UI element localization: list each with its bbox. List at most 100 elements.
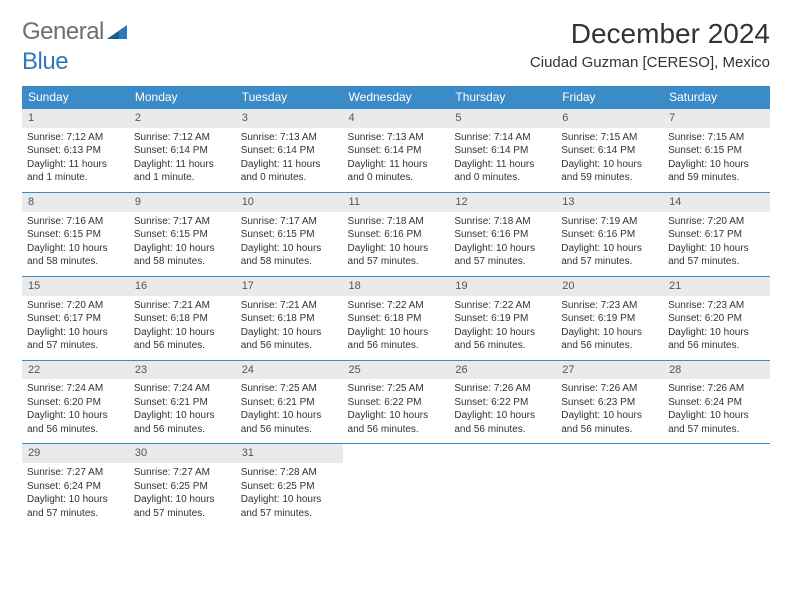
daylight-line: Daylight: 10 hours and 56 minutes. — [454, 409, 551, 436]
day-number-cell — [556, 444, 663, 463]
sunrise-line: Sunrise: 7:19 AM — [561, 215, 658, 229]
day-data-cell: Sunrise: 7:17 AMSunset: 6:15 PMDaylight:… — [236, 212, 343, 277]
day-data-cell: Sunrise: 7:22 AMSunset: 6:19 PMDaylight:… — [449, 296, 556, 361]
sunset-line: Sunset: 6:23 PM — [561, 396, 658, 410]
day-data-cell: Sunrise: 7:13 AMSunset: 6:14 PMDaylight:… — [343, 128, 450, 193]
day-data-cell: Sunrise: 7:21 AMSunset: 6:18 PMDaylight:… — [236, 296, 343, 361]
day-number-row: 891011121314 — [22, 192, 770, 211]
sunrise-line: Sunrise: 7:20 AM — [27, 299, 124, 313]
day-number-cell — [343, 444, 450, 463]
day-number-cell: 27 — [556, 360, 663, 379]
day-data-cell: Sunrise: 7:12 AMSunset: 6:14 PMDaylight:… — [129, 128, 236, 193]
sunset-line: Sunset: 6:22 PM — [454, 396, 551, 410]
weekday-header: Saturday — [663, 86, 770, 109]
daylight-line: Daylight: 10 hours and 56 minutes. — [561, 326, 658, 353]
daylight-line: Daylight: 10 hours and 57 minutes. — [27, 493, 124, 520]
sunset-line: Sunset: 6:14 PM — [561, 144, 658, 158]
day-data-cell — [556, 463, 663, 527]
weekday-header: Wednesday — [343, 86, 450, 109]
sunrise-line: Sunrise: 7:16 AM — [27, 215, 124, 229]
sunrise-line: Sunrise: 7:13 AM — [348, 131, 445, 145]
daylight-line: Daylight: 10 hours and 57 minutes. — [668, 242, 765, 269]
month-title: December 2024 — [530, 18, 770, 50]
day-data-cell: Sunrise: 7:21 AMSunset: 6:18 PMDaylight:… — [129, 296, 236, 361]
sunset-line: Sunset: 6:16 PM — [348, 228, 445, 242]
sunset-line: Sunset: 6:15 PM — [668, 144, 765, 158]
day-number-cell: 14 — [663, 192, 770, 211]
sunset-line: Sunset: 6:18 PM — [348, 312, 445, 326]
day-number-cell: 31 — [236, 444, 343, 463]
logo-word-blue: Blue — [22, 48, 68, 75]
day-data-cell — [343, 463, 450, 527]
daylight-line: Daylight: 10 hours and 58 minutes. — [134, 242, 231, 269]
weekday-header: Sunday — [22, 86, 129, 109]
sunrise-line: Sunrise: 7:23 AM — [668, 299, 765, 313]
weekday-header: Monday — [129, 86, 236, 109]
sunset-line: Sunset: 6:18 PM — [134, 312, 231, 326]
sunset-line: Sunset: 6:19 PM — [454, 312, 551, 326]
daylight-line: Daylight: 10 hours and 56 minutes. — [134, 326, 231, 353]
daylight-line: Daylight: 10 hours and 56 minutes. — [27, 409, 124, 436]
sunrise-line: Sunrise: 7:26 AM — [668, 382, 765, 396]
sunrise-line: Sunrise: 7:27 AM — [134, 466, 231, 480]
day-number-cell: 21 — [663, 276, 770, 295]
day-number-cell: 28 — [663, 360, 770, 379]
sunrise-line: Sunrise: 7:21 AM — [134, 299, 231, 313]
day-data-cell: Sunrise: 7:15 AMSunset: 6:14 PMDaylight:… — [556, 128, 663, 193]
daylight-line: Daylight: 10 hours and 56 minutes. — [454, 326, 551, 353]
day-number-cell: 24 — [236, 360, 343, 379]
daylight-line: Daylight: 11 hours and 1 minute. — [27, 158, 124, 185]
sunrise-line: Sunrise: 7:22 AM — [348, 299, 445, 313]
day-data-cell: Sunrise: 7:27 AMSunset: 6:25 PMDaylight:… — [129, 463, 236, 527]
sunrise-line: Sunrise: 7:24 AM — [134, 382, 231, 396]
daylight-line: Daylight: 10 hours and 56 minutes. — [348, 326, 445, 353]
location-text: Ciudad Guzman [CERESO], Mexico — [530, 54, 770, 71]
sunset-line: Sunset: 6:15 PM — [134, 228, 231, 242]
day-data-cell: Sunrise: 7:12 AMSunset: 6:13 PMDaylight:… — [22, 128, 129, 193]
day-data-cell — [663, 463, 770, 527]
calendar-body: 1234567Sunrise: 7:12 AMSunset: 6:13 PMDa… — [22, 109, 770, 528]
sunrise-line: Sunrise: 7:15 AM — [668, 131, 765, 145]
day-number-cell: 30 — [129, 444, 236, 463]
daylight-line: Daylight: 10 hours and 56 minutes. — [241, 326, 338, 353]
day-data-cell: Sunrise: 7:27 AMSunset: 6:24 PMDaylight:… — [22, 463, 129, 527]
day-number-cell: 22 — [22, 360, 129, 379]
sunset-line: Sunset: 6:14 PM — [134, 144, 231, 158]
weekday-header: Thursday — [449, 86, 556, 109]
sunrise-line: Sunrise: 7:26 AM — [561, 382, 658, 396]
day-data-cell: Sunrise: 7:20 AMSunset: 6:17 PMDaylight:… — [663, 212, 770, 277]
day-data-cell: Sunrise: 7:26 AMSunset: 6:24 PMDaylight:… — [663, 379, 770, 444]
day-number-cell: 5 — [449, 109, 556, 128]
sunrise-line: Sunrise: 7:26 AM — [454, 382, 551, 396]
daylight-line: Daylight: 10 hours and 57 minutes. — [241, 493, 338, 520]
daylight-line: Daylight: 11 hours and 0 minutes. — [348, 158, 445, 185]
logo-word-general: General — [22, 18, 104, 45]
day-number-row: 1234567 — [22, 109, 770, 128]
sunrise-line: Sunrise: 7:25 AM — [348, 382, 445, 396]
sunset-line: Sunset: 6:16 PM — [454, 228, 551, 242]
daylight-line: Daylight: 10 hours and 56 minutes. — [668, 326, 765, 353]
day-number-cell: 20 — [556, 276, 663, 295]
day-data-cell: Sunrise: 7:20 AMSunset: 6:17 PMDaylight:… — [22, 296, 129, 361]
day-data-cell: Sunrise: 7:16 AMSunset: 6:15 PMDaylight:… — [22, 212, 129, 277]
sunrise-line: Sunrise: 7:21 AM — [241, 299, 338, 313]
day-number-cell: 13 — [556, 192, 663, 211]
logo: General Blue — [22, 18, 127, 76]
day-data-row: Sunrise: 7:27 AMSunset: 6:24 PMDaylight:… — [22, 463, 770, 527]
day-number-row: 293031 — [22, 444, 770, 463]
day-number-cell: 17 — [236, 276, 343, 295]
sunrise-line: Sunrise: 7:23 AM — [561, 299, 658, 313]
sunset-line: Sunset: 6:14 PM — [348, 144, 445, 158]
daylight-line: Daylight: 10 hours and 56 minutes. — [561, 409, 658, 436]
sunset-line: Sunset: 6:22 PM — [348, 396, 445, 410]
day-number-cell: 1 — [22, 109, 129, 128]
sunset-line: Sunset: 6:24 PM — [27, 480, 124, 494]
sunrise-line: Sunrise: 7:24 AM — [27, 382, 124, 396]
sunrise-line: Sunrise: 7:17 AM — [134, 215, 231, 229]
sunrise-line: Sunrise: 7:17 AM — [241, 215, 338, 229]
sunrise-line: Sunrise: 7:28 AM — [241, 466, 338, 480]
daylight-line: Daylight: 10 hours and 59 minutes. — [668, 158, 765, 185]
day-data-cell: Sunrise: 7:15 AMSunset: 6:15 PMDaylight:… — [663, 128, 770, 193]
sunset-line: Sunset: 6:21 PM — [134, 396, 231, 410]
title-block: December 2024 Ciudad Guzman [CERESO], Me… — [530, 18, 770, 71]
